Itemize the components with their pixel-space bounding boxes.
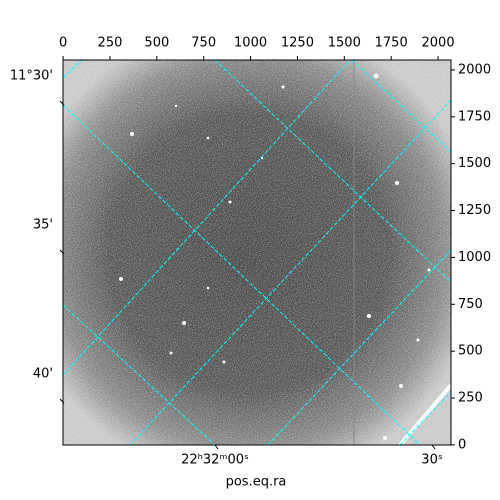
y-tick-label: 1500	[458, 156, 491, 171]
ra-tick-label: 30ˢ	[421, 453, 443, 468]
x-tick-label: 1250	[281, 36, 314, 51]
x-tick-label: 2000	[422, 36, 455, 51]
ra-tick	[431, 444, 436, 450]
dec-tick-label: 11°30'	[10, 69, 53, 84]
y-tick-label: 250	[458, 391, 483, 406]
dec-tick-label: 35'	[33, 218, 53, 233]
image	[63, 60, 451, 445]
x-tick-label: 250	[98, 36, 123, 51]
x-tick-label: 500	[144, 36, 169, 51]
ra-tick-label: 22ʰ32ᵐ00ˢ	[181, 453, 249, 468]
y-tick-label: 1250	[458, 203, 491, 218]
x-tick-label: 750	[191, 36, 216, 51]
dec-tick	[59, 398, 65, 404]
x-axis-label: pos.eq.ra	[226, 475, 287, 490]
x-tick-label: 0	[59, 36, 67, 51]
y-tick-label: 0	[458, 437, 466, 452]
y-tick-label: 1750	[458, 109, 491, 124]
y-tick-label: 750	[458, 297, 483, 312]
x-tick-label: 1750	[375, 36, 408, 51]
dec-tick	[59, 249, 65, 255]
ra-tick	[214, 444, 219, 450]
x-tick-label: 1500	[328, 36, 361, 51]
y-tick-label: 2000	[458, 62, 491, 77]
x-tick-label: 1000	[234, 36, 267, 51]
dec-tick	[59, 100, 65, 106]
coordinate-grid	[63, 60, 451, 445]
y-tick-label: 500	[458, 344, 483, 359]
y-tick-label: 1000	[458, 250, 491, 265]
dec-tick-label: 40'	[33, 367, 53, 382]
